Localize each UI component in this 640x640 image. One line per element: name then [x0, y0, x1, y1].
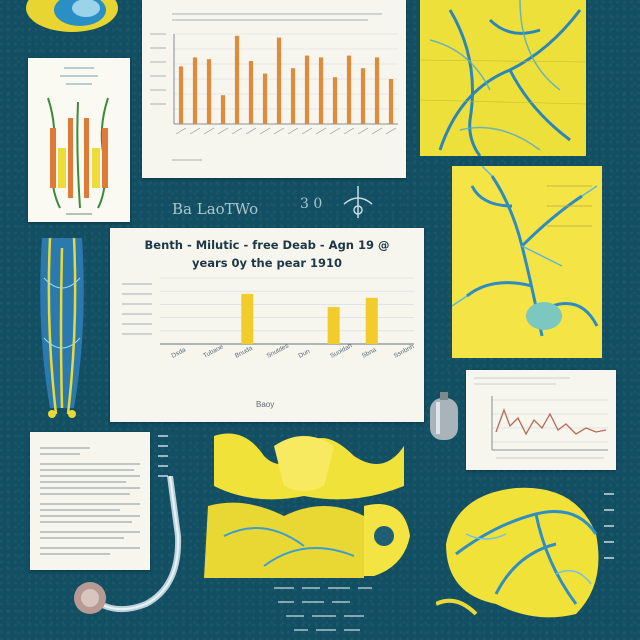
top-bar-chart	[142, 0, 406, 178]
top-chart-bar	[332, 77, 338, 124]
center-chart-bar	[327, 307, 340, 344]
top-chart-bar	[388, 79, 394, 124]
top-chart-bar	[276, 37, 282, 124]
center-chart-tick-label: Tubaoe	[202, 343, 225, 360]
chalk-ticks-right	[600, 488, 620, 568]
top-chart-bar	[360, 68, 366, 124]
top-bar-chart-plot	[150, 13, 398, 161]
top-chart-bar	[318, 57, 324, 124]
center-chart-xlabel: Baoy	[256, 400, 275, 409]
left-plant-diagram	[28, 58, 130, 222]
top-chart-bar	[374, 57, 380, 124]
chalk-vertical-marks	[154, 432, 172, 492]
center-chart-tick-label: Dsda	[170, 346, 187, 359]
center-chart-title-line1: Benth - Milutic - free Deab - Agn 19 @	[144, 238, 390, 252]
decorative-yellow-lens	[24, 0, 120, 34]
chalk-doodle	[338, 182, 378, 222]
top-right-anatomy-panel	[420, 0, 586, 156]
top-chart-bar	[304, 55, 310, 124]
center-chart-tick-label: Sbna	[361, 346, 378, 359]
top-chart-bar	[234, 35, 240, 124]
medical-tube	[66, 476, 200, 622]
center-chart-tick-label: Dun	[297, 348, 311, 360]
center-chart-tick-label: Snutdes	[266, 342, 291, 360]
top-chart-bar	[192, 57, 198, 124]
center-bar-chart: Benth - Milutic - free Deab - Agn 19 @ y…	[110, 228, 424, 422]
chalk-label-mid-left: Ba LaoTWo	[172, 200, 259, 218]
bottom-right-anatomy	[436, 484, 606, 624]
center-chart-tick-label: Ssnbnh	[393, 343, 416, 360]
top-chart-bar	[262, 73, 268, 124]
top-chart-bar	[220, 95, 226, 124]
top-chart-bar	[248, 61, 254, 124]
center-chart-tick-label: Bnuda	[234, 345, 254, 360]
metal-canister	[424, 392, 464, 446]
chalk-scribble-bottom	[268, 580, 378, 636]
right-vessel-tree-panel	[452, 166, 602, 358]
center-chart-bar	[241, 293, 254, 344]
center-chart-title-line2: years 0y the pear 1910	[191, 256, 343, 270]
top-chart-bar	[206, 59, 212, 125]
left-limb-anatomy	[30, 238, 96, 420]
bottom-left-document	[30, 432, 150, 570]
top-chart-bar	[290, 68, 296, 124]
center-bar-chart-plot: Dsda Tubaoe Bnuda Snutdes Dun Suoidah Sbna Ssnb…	[122, 277, 416, 360]
center-chart-bar	[365, 297, 378, 344]
bottom-center-tissue	[204, 426, 414, 578]
center-chart-tick-label: Suoidah	[329, 342, 354, 360]
top-chart-bar	[346, 55, 352, 124]
right-line-chart	[466, 370, 616, 470]
chalk-label-right-of-chart: 3 0	[300, 196, 323, 212]
top-chart-bar	[178, 66, 184, 124]
